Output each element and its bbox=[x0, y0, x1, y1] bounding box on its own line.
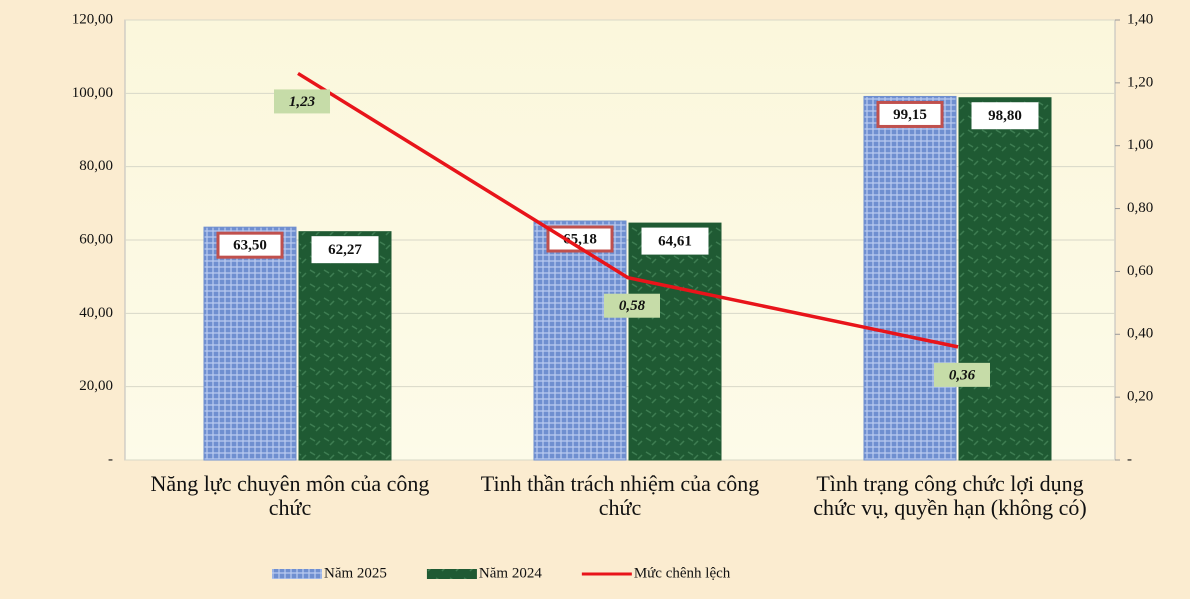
y2-tick-label: 1,40 bbox=[1127, 11, 1153, 27]
value-label: 64,61 bbox=[658, 234, 692, 250]
value-label: 98,80 bbox=[988, 108, 1022, 124]
value-label: 99,15 bbox=[893, 107, 927, 123]
value-label: 63,50 bbox=[233, 238, 267, 254]
line-label: 0,36 bbox=[949, 367, 976, 383]
y2-tick-label: 0,40 bbox=[1127, 326, 1153, 342]
y-tick-label: 120,00 bbox=[72, 11, 113, 27]
y-tick-label: 80,00 bbox=[79, 158, 113, 174]
legend-label: Năm 2025 bbox=[324, 565, 387, 581]
bar bbox=[863, 95, 957, 461]
value-label-box bbox=[311, 236, 379, 264]
legend-swatch bbox=[272, 569, 322, 579]
legend-swatch bbox=[426, 569, 477, 579]
y-tick-label: 40,00 bbox=[79, 305, 113, 321]
x-tick-label: Tinh thần trách nhiệm của công chức bbox=[480, 471, 760, 520]
value-label-box bbox=[971, 102, 1039, 130]
bar bbox=[958, 97, 1052, 461]
line-label-box bbox=[934, 362, 990, 387]
value-label-box bbox=[216, 231, 284, 259]
y2-tick-label: - bbox=[1127, 451, 1132, 467]
line-label: 0,58 bbox=[619, 298, 646, 314]
y2-tick-label: 0,80 bbox=[1127, 200, 1153, 216]
y-tick-label: 100,00 bbox=[72, 85, 113, 101]
line bbox=[297, 71, 959, 349]
y2-tick-label: 1,20 bbox=[1127, 74, 1153, 90]
y2-tick-label: 0,20 bbox=[1127, 389, 1153, 405]
line-label-box bbox=[274, 89, 330, 114]
y-tick-label: 20,00 bbox=[79, 378, 113, 394]
y-tick-label: - bbox=[108, 451, 113, 467]
line-label-box bbox=[604, 293, 660, 318]
legend-label: Năm 2024 bbox=[479, 565, 542, 581]
bar bbox=[203, 226, 297, 461]
x-tick-label: Năng lực chuyên môn của công chức bbox=[150, 471, 430, 520]
legend-label: Mức chênh lệch bbox=[634, 565, 731, 581]
y2-tick-label: 1,00 bbox=[1127, 137, 1153, 153]
bar bbox=[628, 222, 722, 461]
bar bbox=[298, 231, 392, 461]
value-label-box bbox=[641, 227, 709, 255]
value-label: 62,27 bbox=[328, 242, 362, 258]
line-label: 1,23 bbox=[289, 94, 316, 110]
y2-tick-label: 0,60 bbox=[1127, 263, 1153, 279]
value-label-box bbox=[876, 100, 944, 128]
x-tick-label: Tình trạng công chức lợi dụng chức vụ, q… bbox=[813, 471, 1087, 520]
bar bbox=[533, 220, 627, 461]
y-tick-label: 60,00 bbox=[79, 231, 113, 247]
